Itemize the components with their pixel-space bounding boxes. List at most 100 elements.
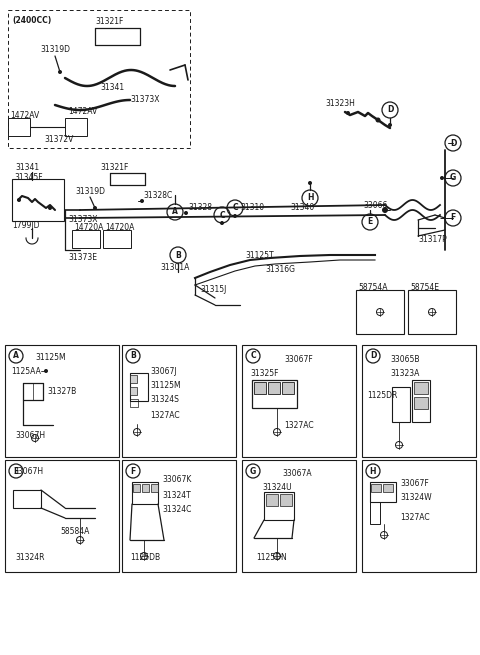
Text: 1472AV: 1472AV (10, 111, 39, 119)
Bar (414, 397, 428, 409)
Text: 31341: 31341 (100, 83, 124, 92)
Text: 58584A: 58584A (60, 527, 89, 536)
Bar (383, 484, 393, 492)
Text: 31324T: 31324T (162, 491, 191, 500)
Bar (362, 345, 476, 457)
Text: 31324R: 31324R (15, 553, 45, 561)
Text: 31328C: 31328C (143, 191, 172, 200)
Text: 31325F: 31325F (250, 369, 278, 377)
Bar (268, 382, 280, 394)
Bar (133, 484, 140, 492)
Bar (412, 380, 430, 422)
Text: 33067F: 33067F (284, 354, 313, 364)
Text: H: H (370, 466, 376, 476)
Bar (242, 345, 356, 457)
Text: B: B (175, 250, 181, 259)
Circle shape (93, 206, 97, 210)
Bar (122, 345, 236, 457)
Bar (414, 382, 428, 394)
Bar (266, 494, 278, 506)
Circle shape (375, 117, 381, 122)
Text: H: H (307, 193, 313, 202)
Bar (130, 375, 137, 383)
Text: F: F (131, 466, 136, 476)
Circle shape (440, 176, 444, 180)
Circle shape (140, 199, 144, 203)
Circle shape (346, 111, 350, 115)
Bar (254, 382, 266, 394)
Text: 31125T: 31125T (245, 250, 274, 259)
Bar (408, 290, 456, 334)
Text: 1799JD: 1799JD (12, 221, 39, 229)
Bar (264, 492, 294, 520)
Bar (130, 399, 138, 407)
Bar (8, 10, 190, 148)
Circle shape (233, 214, 237, 218)
Text: B: B (130, 352, 136, 360)
Text: F: F (450, 214, 456, 223)
Bar (280, 494, 292, 506)
Bar (12, 179, 64, 221)
Text: 31319D: 31319D (40, 45, 70, 54)
Text: C: C (232, 204, 238, 212)
Bar (65, 118, 87, 136)
Text: 31310: 31310 (240, 202, 264, 212)
Bar (103, 230, 131, 248)
Bar (5, 460, 119, 572)
Text: 31323H: 31323H (325, 98, 355, 107)
Bar (130, 387, 137, 395)
Bar (242, 460, 356, 572)
Bar (151, 484, 158, 492)
Text: D: D (387, 105, 393, 115)
Text: 31125M: 31125M (35, 352, 66, 362)
Text: 1327AC: 1327AC (284, 421, 313, 430)
Text: 1327AC: 1327AC (400, 514, 430, 523)
Text: E: E (367, 217, 372, 227)
Text: 31373X: 31373X (68, 215, 97, 225)
Bar (122, 460, 236, 572)
Bar (72, 230, 100, 248)
Bar (132, 482, 158, 504)
Text: 33067H: 33067H (13, 468, 43, 476)
Text: 31328: 31328 (188, 202, 212, 212)
Text: (2400CC): (2400CC) (12, 16, 51, 26)
Circle shape (184, 211, 188, 215)
Text: 14720A: 14720A (105, 223, 134, 233)
Bar (252, 380, 297, 408)
Text: 31372V: 31372V (44, 136, 73, 145)
Text: 33067J: 33067J (150, 367, 177, 375)
Text: 33066: 33066 (363, 202, 387, 210)
Circle shape (17, 198, 21, 202)
Text: 31319D: 31319D (75, 187, 105, 196)
Text: 31323A: 31323A (390, 369, 420, 377)
Text: D: D (450, 138, 456, 147)
Text: 58754A: 58754A (358, 284, 387, 293)
Circle shape (220, 221, 224, 225)
Text: 31373E: 31373E (68, 253, 97, 263)
Text: 31340: 31340 (290, 202, 314, 212)
Circle shape (382, 207, 388, 213)
Text: 33067H: 33067H (15, 430, 45, 440)
Circle shape (58, 70, 62, 74)
Text: 1327AC: 1327AC (150, 411, 180, 419)
Bar (130, 373, 148, 401)
Text: 31327B: 31327B (47, 388, 76, 396)
Text: 31324U: 31324U (262, 483, 292, 493)
Text: C: C (250, 352, 256, 360)
Circle shape (388, 123, 392, 127)
Text: 31321F: 31321F (95, 18, 123, 26)
Bar (362, 460, 476, 572)
Text: 31301A: 31301A (160, 263, 190, 272)
Bar (5, 345, 119, 457)
Text: G: G (250, 466, 256, 476)
Text: 1125AA: 1125AA (11, 367, 41, 375)
Text: 31324C: 31324C (162, 506, 192, 514)
Text: 31341: 31341 (15, 164, 39, 172)
Text: 14720A: 14720A (74, 223, 103, 233)
Circle shape (48, 206, 52, 210)
Text: 33067K: 33067K (162, 476, 192, 485)
Text: 31324S: 31324S (150, 394, 179, 403)
Bar (370, 482, 396, 502)
Bar (371, 484, 381, 492)
Text: A: A (13, 352, 19, 360)
